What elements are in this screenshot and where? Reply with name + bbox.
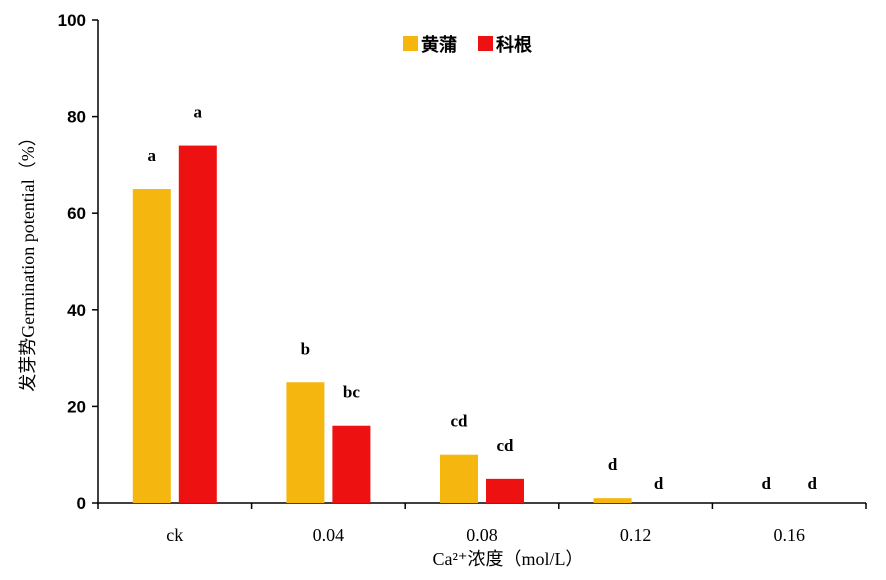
data-label: d — [654, 474, 664, 493]
bar — [286, 382, 325, 503]
data-label: a — [148, 146, 157, 165]
data-label: cd — [497, 436, 515, 455]
x-axis-ticks: ck 0.04 0.08 0.12 0.16 — [97, 503, 867, 545]
y-tick-label: 60 — [67, 204, 86, 223]
y-tick-label: 20 — [67, 397, 86, 416]
y-axis-title: 发芽势Germination potential（%） — [18, 128, 38, 391]
x-tick-label: 0.16 — [773, 525, 805, 545]
data-label: d — [608, 455, 618, 474]
x-tick-label: 0.12 — [620, 525, 652, 545]
bar — [332, 425, 371, 503]
legend-label-kegen: 科根 — [496, 34, 532, 56]
data-label: a — [194, 103, 203, 122]
bar — [486, 478, 524, 503]
y-axis-ticks: 0 20 40 60 80 100 — [58, 11, 98, 513]
x-tick-label: 0.08 — [466, 525, 498, 545]
y-tick-label: 80 — [67, 108, 86, 127]
legend-label-huangpu: 黄蒲 — [421, 34, 457, 56]
bar — [593, 498, 632, 503]
legend-swatch-huangpu — [403, 36, 418, 51]
bar — [132, 189, 171, 504]
bar — [178, 145, 217, 503]
y-tick-label: 0 — [77, 494, 86, 513]
x-tick-label: 0.04 — [313, 525, 345, 545]
significance-labels: a b cd d d a bc cd d d — [148, 103, 818, 493]
x-axis-title: Ca²⁺浓度（mol/L） — [433, 549, 584, 569]
data-label: d — [761, 474, 771, 493]
axes — [97, 20, 866, 504]
y-tick-label: 100 — [58, 11, 86, 30]
y-tick-label: 40 — [67, 301, 86, 320]
bar — [440, 454, 478, 503]
data-label: bc — [343, 383, 360, 402]
legend: 黄蒲 科根 — [403, 34, 532, 56]
data-label: cd — [451, 412, 469, 431]
bars — [132, 145, 632, 504]
x-tick-label: ck — [166, 525, 183, 545]
legend-swatch-kegen — [478, 36, 493, 51]
data-label: b — [301, 339, 310, 358]
data-label: d — [807, 474, 817, 493]
